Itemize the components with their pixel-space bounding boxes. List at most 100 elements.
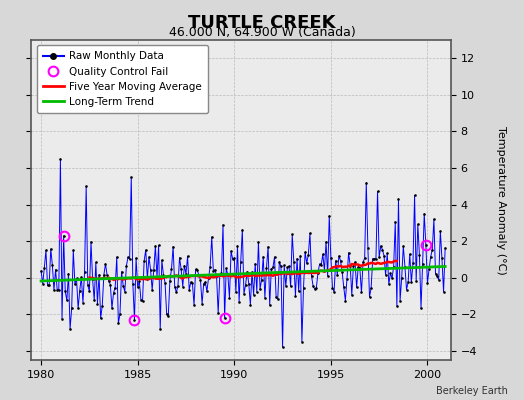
Point <box>106 281 115 288</box>
Point <box>47 246 55 252</box>
Point <box>206 264 214 270</box>
Point <box>374 188 382 195</box>
Point <box>294 288 303 294</box>
Point <box>161 279 169 286</box>
Point <box>232 289 240 296</box>
Point <box>162 311 171 318</box>
Point <box>39 280 47 287</box>
Point <box>233 242 242 249</box>
Point <box>198 300 206 307</box>
Point <box>398 274 406 281</box>
Point <box>66 326 74 332</box>
Point <box>394 196 402 202</box>
Point <box>299 285 308 291</box>
Point <box>183 253 192 260</box>
Point <box>215 272 224 278</box>
Point <box>188 280 196 287</box>
Point <box>263 265 271 272</box>
Point <box>290 259 298 266</box>
Point <box>338 268 346 275</box>
Point <box>410 192 419 199</box>
Point <box>204 275 213 282</box>
Point <box>137 296 145 303</box>
Point <box>413 221 422 228</box>
Point <box>155 242 163 248</box>
Point <box>93 300 102 307</box>
Point <box>305 230 314 236</box>
Point <box>113 254 121 260</box>
Point <box>130 316 139 323</box>
Point <box>110 290 118 296</box>
Legend: Raw Monthly Data, Quality Control Fail, Five Year Moving Average, Long-Term Tren: Raw Monthly Data, Quality Control Fail, … <box>37 45 208 113</box>
Point <box>264 243 272 250</box>
Point <box>176 254 184 261</box>
Point <box>406 251 414 257</box>
Point <box>430 216 438 222</box>
Point <box>243 268 252 275</box>
Point <box>221 315 229 321</box>
Point <box>274 296 282 302</box>
Point <box>164 313 172 320</box>
Point <box>74 305 82 312</box>
Point <box>95 272 103 278</box>
Point <box>119 282 127 289</box>
Point <box>436 228 444 234</box>
Point <box>143 276 151 282</box>
Point <box>417 305 425 311</box>
Point <box>422 242 430 248</box>
Point <box>333 272 342 278</box>
Point <box>104 278 113 284</box>
Point <box>288 231 297 238</box>
Point <box>51 266 60 273</box>
Point <box>53 286 61 293</box>
Point <box>108 305 116 311</box>
Point <box>354 263 363 270</box>
Point <box>269 264 277 271</box>
Point <box>203 288 211 294</box>
Point <box>69 247 78 254</box>
Point <box>217 270 226 276</box>
Point <box>87 239 95 245</box>
Point <box>351 259 359 265</box>
Point <box>425 266 433 272</box>
Point <box>359 259 367 266</box>
Point <box>132 255 140 261</box>
Point <box>141 247 150 253</box>
Point <box>249 292 258 298</box>
Point <box>37 268 45 274</box>
Point <box>68 305 76 312</box>
Point <box>383 250 391 256</box>
Point <box>419 260 427 267</box>
Point <box>266 302 274 308</box>
Point <box>90 297 99 304</box>
Point <box>304 252 312 258</box>
Point <box>224 272 232 278</box>
Point <box>322 238 330 245</box>
Point <box>242 282 250 288</box>
Point <box>174 283 182 289</box>
Point <box>100 272 108 278</box>
Point <box>329 284 337 291</box>
Point <box>124 254 132 260</box>
Point <box>317 262 325 268</box>
Point <box>356 265 364 272</box>
Point <box>415 252 423 258</box>
Point <box>385 281 393 287</box>
Point <box>257 276 266 283</box>
Point <box>287 283 295 290</box>
Point <box>391 218 399 225</box>
Point <box>434 277 443 283</box>
Point <box>375 254 384 260</box>
Point <box>56 156 64 162</box>
Point <box>312 284 321 291</box>
Point <box>64 270 73 277</box>
Point <box>412 278 420 284</box>
Point <box>85 288 94 294</box>
Point <box>246 302 255 308</box>
Point <box>438 255 446 262</box>
Text: 46.000 N, 64.900 W (Canada): 46.000 N, 64.900 W (Canada) <box>169 26 355 39</box>
Point <box>433 273 441 280</box>
Point <box>228 256 237 262</box>
Point <box>72 275 81 282</box>
Point <box>82 183 90 190</box>
